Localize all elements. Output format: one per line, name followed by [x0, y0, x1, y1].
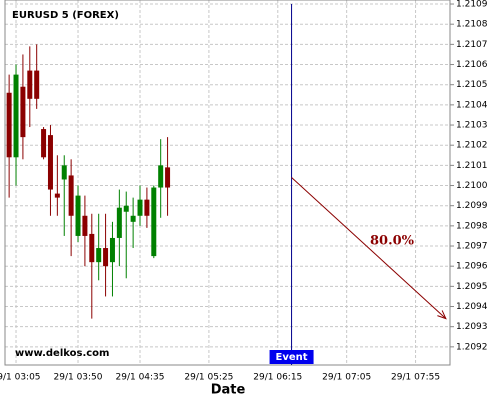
x-tick-label: 29/1 07:55 — [391, 373, 440, 383]
y-tick-label: 1.2098 — [456, 221, 488, 231]
candle-body — [144, 199, 150, 216]
y-tick-label: 1.2099 — [456, 201, 488, 211]
y-tick-label: 1.2109 — [456, 0, 488, 10]
chart-title: EURUSD 5 (FOREX) — [12, 10, 119, 21]
candle-body — [89, 233, 95, 263]
x-axis-label: Date — [211, 383, 246, 398]
x-tick-label: 29/1 05:25 — [184, 373, 233, 383]
candle-body — [123, 205, 129, 212]
y-tick-label: 1.2094 — [456, 302, 488, 312]
candle-body — [75, 195, 81, 236]
candle-body — [68, 175, 74, 216]
y-tick-label: 1.2095 — [456, 282, 488, 292]
candle-body — [165, 167, 171, 188]
candle-body — [6, 92, 12, 158]
candle-body — [41, 129, 47, 158]
y-tick-label: 1.2108 — [456, 20, 488, 30]
candle-body — [116, 207, 122, 238]
candle-body — [96, 248, 102, 263]
x-tick-label: 29/1 04:35 — [116, 373, 165, 383]
candle-body — [130, 215, 136, 222]
candle-body — [61, 165, 67, 180]
candle-body — [82, 215, 88, 236]
y-tick-label: 1.2104 — [456, 100, 488, 110]
y-tick-label: 1.2107 — [456, 40, 488, 50]
y-tick-label: 1.2103 — [456, 121, 488, 131]
projection-label: 80.0% — [370, 234, 415, 249]
candle-body — [20, 86, 26, 138]
watermark: www.delkos.com — [15, 348, 109, 359]
x-tick-label: 29/1 03:50 — [54, 373, 103, 383]
y-tick-label: 1.2106 — [456, 60, 488, 70]
y-tick-label: 1.2092 — [456, 342, 488, 352]
plot-border — [4, 0, 451, 366]
x-tick-label: 29/1 06:15 — [253, 373, 302, 383]
candle-body — [54, 193, 60, 198]
y-tick-label: 1.2097 — [456, 242, 488, 252]
candle-body — [109, 237, 115, 263]
y-tick-label: 1.2096 — [456, 262, 488, 272]
marks — [6, 44, 171, 319]
x-tick-label: 29/1 07:05 — [322, 373, 371, 383]
y-tick-label: 1.2105 — [456, 80, 488, 90]
candle-body — [34, 70, 40, 99]
candle-body — [27, 70, 33, 99]
event-label: Event — [276, 352, 308, 363]
candle-body — [47, 135, 53, 190]
y-tick-label: 1.2100 — [456, 181, 488, 191]
candle-body — [13, 74, 19, 158]
y-tick-label: 1.2102 — [456, 141, 488, 151]
candle-body — [137, 199, 143, 216]
y-tick-label: 1.2101 — [456, 161, 488, 171]
candle-body — [158, 165, 164, 188]
event-box — [269, 350, 314, 364]
x-tick-label: 29/1 03:05 — [0, 373, 41, 383]
candle-body — [151, 187, 157, 257]
candle-body — [103, 248, 109, 267]
y-tick-label: 1.2093 — [456, 322, 488, 332]
projection-arrow — [291, 177, 447, 319]
arrow-head — [437, 310, 447, 320]
